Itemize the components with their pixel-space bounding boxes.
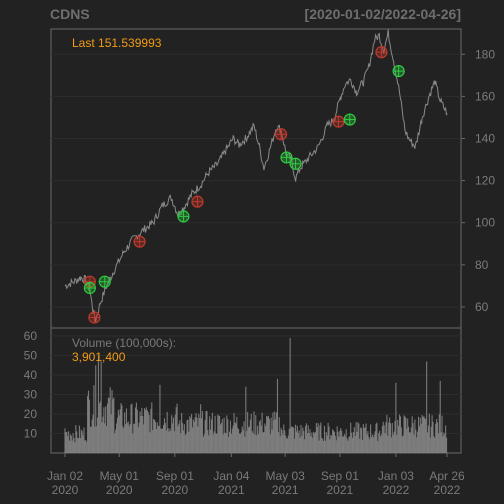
sell-marker [375, 46, 388, 59]
price-panel: 60 80 100 120 140 160 180 [50, 28, 495, 329]
x-tick-label-year: 2021 [327, 483, 354, 497]
volume-tick-label: 60 [24, 329, 38, 343]
chart-title: CDNS [50, 6, 90, 22]
sell-marker [332, 115, 345, 128]
volume-last-value: 3,901,400 [72, 350, 126, 364]
sell-marker [274, 128, 288, 141]
price-tick-label: 120 [475, 174, 495, 188]
x-tick-label-date: Jan 02 [47, 469, 83, 483]
price-tick-label: 160 [475, 89, 495, 103]
sell-marker [133, 235, 146, 248]
x-tick-label-year: 2020 [162, 483, 189, 497]
x-tick-label-date: Jan 03 [378, 469, 414, 483]
buy-marker [343, 113, 356, 126]
date-range: [2020-01-02/2022-04-26] [305, 6, 461, 22]
volume-tick-label: 20 [24, 407, 38, 421]
x-tick-label-year: 2022 [434, 483, 461, 497]
price-tick-label: 80 [475, 258, 489, 272]
x-tick-label-year: 2021 [272, 483, 299, 497]
price-line [64, 29, 448, 322]
price-tick-label: 140 [475, 131, 495, 145]
buy-marker [289, 157, 302, 170]
buy-marker [280, 151, 293, 164]
sell-marker [191, 195, 204, 208]
x-tick-label-date: Jan 04 [213, 469, 249, 483]
sell-marker [88, 311, 101, 324]
volume-tick-label: 10 [24, 427, 38, 441]
x-tick-label-date: Apr 26 [429, 469, 465, 483]
buy-marker [98, 275, 111, 288]
volume-tick-label: 50 [24, 349, 38, 363]
x-tick-label-year: 2020 [52, 483, 79, 497]
volume-tick-label: 30 [24, 388, 38, 402]
last-price-label: Last 151.539993 [72, 36, 162, 50]
x-tick-label-year: 2021 [218, 483, 245, 497]
price-tick-label: 100 [475, 216, 495, 230]
x-tick-label-date: Sep 01 [321, 469, 359, 483]
volume-title: Volume (100,000s): [72, 336, 176, 350]
price-tick-label: 60 [475, 300, 489, 314]
volume-panel: 10 20 30 40 50 60 [24, 327, 462, 454]
buy-marker [392, 65, 405, 78]
buy-marker [177, 210, 190, 223]
x-tick-label-year: 2020 [106, 483, 133, 497]
x-tick-label-date: Sep 01 [156, 469, 194, 483]
buy-marker [83, 281, 96, 295]
x-tick-label-date: May 01 [100, 469, 140, 483]
x-tick-label-year: 2022 [383, 483, 410, 497]
price-tick-label: 180 [475, 47, 495, 61]
x-tick-label-date: May 03 [265, 469, 305, 483]
volume-tick-label: 40 [24, 368, 38, 382]
